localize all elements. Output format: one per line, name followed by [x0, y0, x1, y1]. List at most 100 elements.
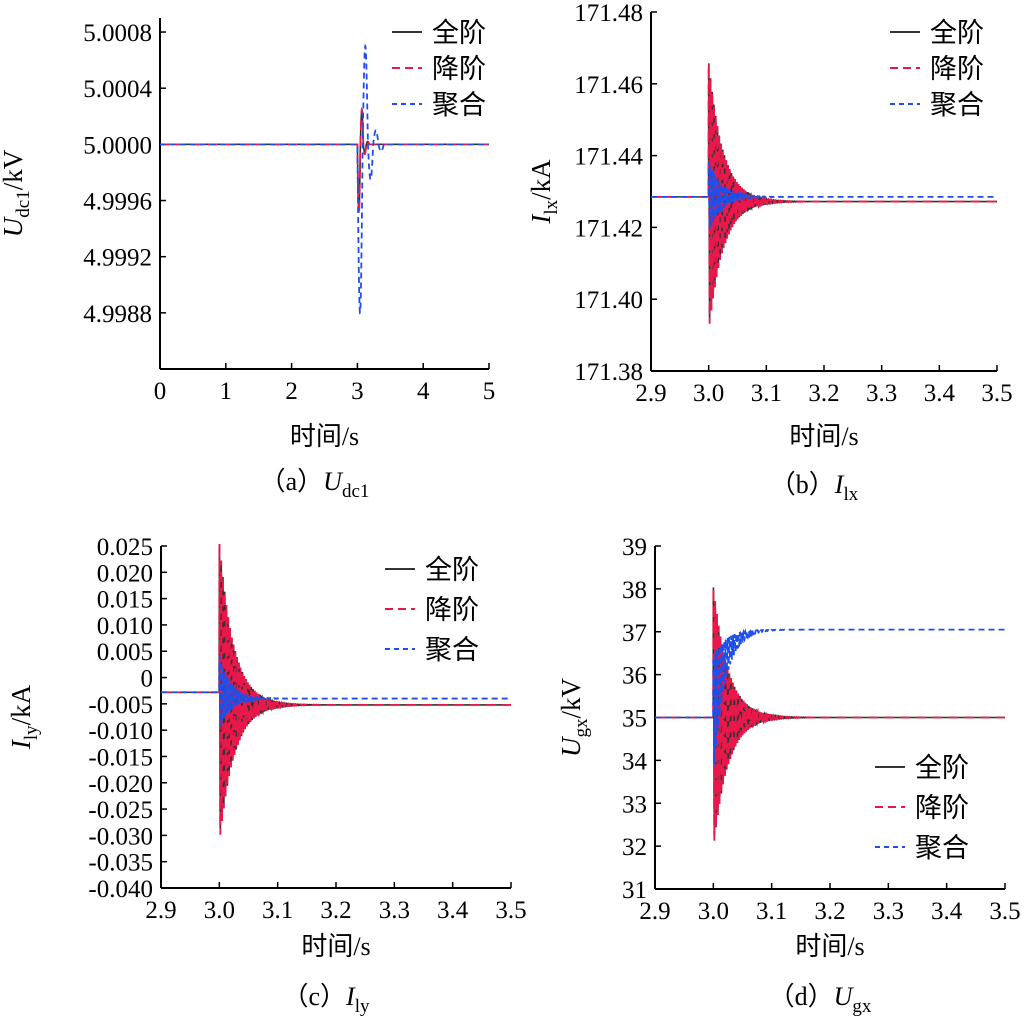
y-tick-label: 5.0000 [83, 132, 152, 159]
panel-a-udc1: 0 1 2 3 4 5 4.9988 4.9992 4.9996 5.0000 5.0004 5.00… [0, 18, 495, 502]
x-tick-label: 3.4 [437, 897, 469, 924]
x-tick-label: 3.5 [495, 897, 526, 924]
y-tick-label: 5.0008 [83, 20, 152, 47]
y-tick-label: 0.005 [97, 639, 153, 666]
series-line-reduced [161, 544, 511, 835]
x-axis-label: 时间/s [789, 422, 858, 451]
legend-label-aggregate: 聚合 [432, 90, 486, 120]
legend-label-aggregate: 聚合 [930, 90, 984, 120]
y-tick-label: -0.035 [88, 850, 153, 877]
x-axis-label: 时间/s [301, 932, 370, 961]
x-tick-label: 3.3 [866, 380, 897, 407]
x-tick-label: 3.5 [981, 380, 1012, 407]
series-line-aggregate [655, 628, 1005, 765]
y-tick-label: 32 [622, 834, 647, 861]
panel-caption: （c）Ily [283, 982, 370, 1017]
y-axis-label: Ilx/kA [526, 159, 562, 225]
y-tick-label: 171.38 [574, 359, 643, 386]
y-tick-label: -0.020 [88, 771, 153, 798]
y-tick-label: 36 [622, 663, 647, 690]
x-tick-label: 3.5 [989, 898, 1020, 925]
legend-label-full: 全阶 [915, 753, 969, 783]
y-tick-label: -0.040 [88, 876, 153, 903]
y-tick-label: 171.44 [574, 144, 643, 171]
panel-caption: （b）Ilx [770, 470, 859, 505]
y-tick-label: 171.40 [574, 287, 643, 314]
x-tick-label: 3.0 [204, 897, 235, 924]
y-tick-label: -0.025 [88, 797, 153, 824]
x-tick-label: 3.4 [931, 898, 963, 925]
x-tick-label: 3.2 [814, 898, 845, 925]
legend-label-full: 全阶 [425, 555, 479, 585]
y-tick-label: 171.46 [574, 72, 643, 99]
legend-label-full: 全阶 [930, 18, 984, 48]
panel-caption: （d）Ugx [769, 982, 872, 1017]
series-line-reduced [160, 107, 489, 215]
y-tick-label: 38 [622, 577, 647, 604]
x-tick-label: 3.2 [320, 897, 351, 924]
x-tick-label: 3.3 [379, 897, 410, 924]
y-tick-label: -0.030 [88, 823, 153, 850]
x-tick-label: 1 [220, 378, 233, 405]
y-tick-label: 35 [622, 706, 647, 733]
panel-b-ilx: 2.9 3.0 3.1 3.2 3.3 3.4 3.5 171.38 171.40 171.42 1… [526, 0, 1013, 505]
y-tick-label: 0.020 [97, 560, 153, 587]
x-tick-label: 4 [417, 378, 430, 405]
x-tick-label: 0 [154, 378, 167, 405]
y-tick-label: 31 [622, 877, 647, 904]
y-tick-label: 171.42 [574, 215, 643, 242]
y-tick-label: 4.9988 [83, 301, 152, 328]
y-tick-label: 0.010 [97, 613, 153, 640]
x-tick-label: 3 [351, 378, 364, 405]
panel-d-ugx: 2.9 3.0 3.1 3.2 3.3 3.4 3.5 31 32 33 34 35 36 37 38 39 时… [556, 534, 1021, 1017]
x-tick-label: 3.0 [693, 380, 724, 407]
y-tick-label: 39 [622, 534, 647, 561]
y-tick-label: 0.025 [97, 534, 153, 561]
y-tick-label: -0.010 [88, 718, 153, 745]
y-tick-label: 5.0004 [83, 76, 152, 103]
series-line-aggregate [161, 656, 511, 727]
y-tick-label: 33 [622, 791, 647, 818]
series-line-aggregate [651, 161, 997, 230]
y-tick-label: 4.9996 [83, 189, 152, 216]
y-axis-label: Ily/kA [6, 684, 42, 750]
y-tick-label: 37 [622, 620, 647, 647]
y-axis-label: Udc1/kV [0, 149, 34, 237]
x-tick-label: 3.1 [756, 898, 787, 925]
x-tick-label: 2 [285, 378, 298, 405]
x-axis-label: 时间/s [290, 422, 359, 451]
x-tick-label: 2.9 [639, 898, 670, 925]
panel-c-ily: 2.9 3.0 3.1 3.2 3.3 3.4 3.5-0.040-0.035-0.030-… [6, 534, 527, 1017]
series-line-aggregate [160, 43, 489, 315]
y-tick-label: -0.005 [88, 692, 153, 719]
y-tick-label: 0.015 [97, 587, 153, 614]
x-tick-label: 3.1 [751, 380, 782, 407]
legend-label-reduced: 降阶 [425, 595, 479, 625]
legend-label-reduced: 降阶 [432, 54, 486, 84]
series-line-reduced [651, 63, 997, 324]
x-tick-label: 2.9 [145, 897, 176, 924]
y-tick-label: 0 [141, 666, 154, 693]
legend-label-aggregate: 聚合 [425, 635, 479, 665]
series-line-full [160, 108, 489, 212]
legend-label-full: 全阶 [432, 18, 486, 48]
y-tick-label: 34 [622, 748, 648, 775]
y-tick-label: 171.48 [574, 0, 643, 27]
legend-label-aggregate: 聚合 [915, 833, 969, 863]
x-tick-label: 5 [483, 378, 496, 405]
x-tick-label: 3.2 [808, 380, 839, 407]
panel-caption: （a）Udc1 [260, 467, 370, 502]
x-tick-label: 3.3 [873, 898, 904, 925]
y-tick-label: 4.9992 [83, 245, 152, 272]
series-line-reduced [655, 587, 1005, 841]
x-tick-label: 2.9 [635, 380, 666, 407]
x-tick-label: 3.4 [924, 380, 956, 407]
x-tick-label: 3.0 [698, 898, 729, 925]
y-tick-label: -0.015 [88, 744, 153, 771]
y-axis-label: Ugx/kV [556, 677, 592, 757]
